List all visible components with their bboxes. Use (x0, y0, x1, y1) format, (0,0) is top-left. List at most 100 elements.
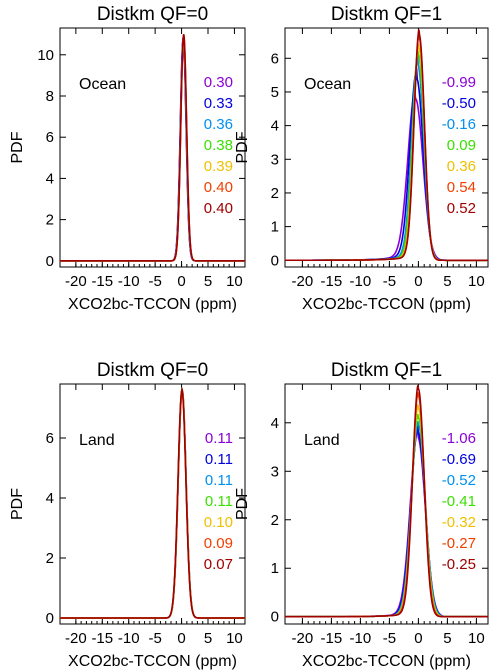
legend-value: -0.99 (442, 74, 476, 91)
y-tick-label: 6 (46, 430, 54, 447)
x-tick-label: -10 (350, 630, 372, 647)
legend-value: 0.11 (205, 472, 233, 489)
x-axis-label: XCO2bc-TCCON (ppm) (302, 296, 471, 313)
y-tick-label: 4 (46, 170, 54, 187)
legend-value: 0.30 (204, 74, 233, 91)
y-tick-label: 2 (46, 550, 54, 567)
legend-value: 0.36 (447, 158, 476, 175)
legend-value: -0.27 (442, 535, 476, 552)
y-tick-label: 4 (271, 415, 279, 432)
region-label: Ocean (79, 76, 126, 93)
legend-value: -0.69 (442, 451, 476, 468)
y-tick-label: 0 (271, 252, 279, 269)
x-tick-label: -5 (383, 630, 396, 647)
x-axis-label: XCO2bc-TCCON (ppm) (68, 653, 237, 670)
chart-panel-1: Distkm QF=0 -20 -15 -10 -5 0 5 10 0 2 4 6 8 10 XCO2bc-… (9, 4, 246, 313)
legend-value: 0.36 (204, 116, 233, 133)
chart-panel-4: Distkm QF=1 -20 -15 -10 -5 0 5 10 0 1 2 3 4 XCO2bc-TC… (234, 360, 489, 670)
legend-value: 0.52 (447, 200, 476, 217)
chart-title: Distkm QF=1 (331, 4, 442, 25)
plot-frame (59, 27, 246, 268)
x-tick-label: 0 (414, 630, 422, 647)
plot-frame (284, 27, 489, 268)
series-line-7 (60, 34, 245, 262)
legend-value: 0.33 (204, 95, 233, 112)
x-tick-label: 0 (414, 273, 422, 290)
region-label: Land (79, 432, 115, 449)
x-tick-label: -10 (118, 630, 140, 647)
x-tick-label: 10 (468, 630, 485, 647)
legend-value: 0.54 (447, 179, 476, 196)
legend-value: -0.52 (442, 472, 476, 489)
x-tick-label: -20 (65, 630, 87, 647)
x-tick-label: 10 (226, 273, 243, 290)
x-tick-label: -5 (148, 273, 161, 290)
x-tick-label: 0 (177, 273, 185, 290)
y-tick-label: 0 (46, 610, 54, 627)
y-tick-label: 3 (271, 463, 279, 480)
legend-value: 0.10 (204, 514, 233, 531)
x-tick-label: -15 (321, 273, 343, 290)
y-tick-label: 4 (46, 490, 54, 507)
x-tick-label: -10 (350, 273, 372, 290)
legend-value: -0.50 (442, 95, 476, 112)
x-tick-label: 10 (468, 273, 485, 290)
legend-value: 0.11 (205, 430, 233, 447)
legend-value: 0.09 (447, 137, 476, 154)
x-tick-label: 5 (443, 630, 451, 647)
y-axis-label: PDF (234, 131, 251, 163)
y-tick-label: 1 (271, 219, 279, 236)
x-tick-label: -20 (292, 630, 314, 647)
legend-value: 0.38 (204, 137, 233, 154)
y-tick-label: 0 (46, 253, 54, 270)
series-line-7 (285, 29, 488, 262)
legend-value: 0.40 (204, 179, 233, 196)
y-axis-label: PDF (9, 488, 26, 520)
legend-value: -0.25 (442, 556, 476, 573)
chart-panel-2: Distkm QF=1 -20 -15 -10 -5 0 5 10 0 1 2 3 4 5 6 XCO2bc-… (234, 4, 489, 313)
legend-value: -0.32 (442, 514, 476, 531)
y-tick-label: 2 (46, 212, 54, 229)
y-tick-label: 4 (271, 118, 279, 135)
legend-value: 0.39 (204, 158, 233, 175)
chart-title: Distkm QF=1 (331, 360, 442, 381)
x-tick-label: 0 (177, 630, 185, 647)
x-tick-label: -15 (91, 273, 113, 290)
x-tick-label: 5 (204, 273, 212, 290)
x-tick-label: 5 (204, 630, 212, 647)
y-tick-label: 2 (271, 512, 279, 529)
x-tick-label: -10 (118, 273, 140, 290)
legend-value: 0.11 (205, 493, 233, 510)
legend-value: 0.11 (205, 451, 233, 468)
y-tick-label: 5 (271, 84, 279, 101)
region-label: Ocean (304, 76, 351, 93)
plot-frame (59, 383, 246, 625)
y-tick-label: 2 (271, 185, 279, 202)
legend-value: 0.07 (204, 556, 233, 573)
x-tick-label: -5 (383, 273, 396, 290)
x-axis-label: XCO2bc-TCCON (ppm) (68, 296, 237, 313)
x-axis-label: XCO2bc-TCCON (ppm) (302, 653, 471, 670)
x-tick-label: -20 (65, 273, 87, 290)
x-tick-label: -5 (148, 630, 161, 647)
series-line-7 (60, 388, 245, 619)
y-tick-label: 3 (271, 151, 279, 168)
y-tick-label: 6 (271, 50, 279, 67)
y-tick-label: 8 (46, 88, 54, 105)
x-tick-label: 10 (226, 630, 243, 647)
x-tick-label: 5 (443, 273, 451, 290)
x-tick-label: -15 (91, 630, 113, 647)
y-tick-label: 10 (37, 47, 54, 64)
x-tick-label: -20 (292, 273, 314, 290)
plot-frame (284, 383, 489, 625)
legend-value: -0.41 (442, 493, 476, 510)
y-tick-label: 0 (271, 609, 279, 626)
legend-value: 0.40 (204, 200, 233, 217)
series-line-7 (285, 385, 488, 618)
chart-title: Distkm QF=0 (97, 360, 208, 381)
y-tick-label: 6 (46, 129, 54, 146)
y-tick-label: 1 (271, 560, 279, 577)
region-label: Land (304, 432, 340, 449)
y-axis-label: PDF (234, 488, 251, 520)
